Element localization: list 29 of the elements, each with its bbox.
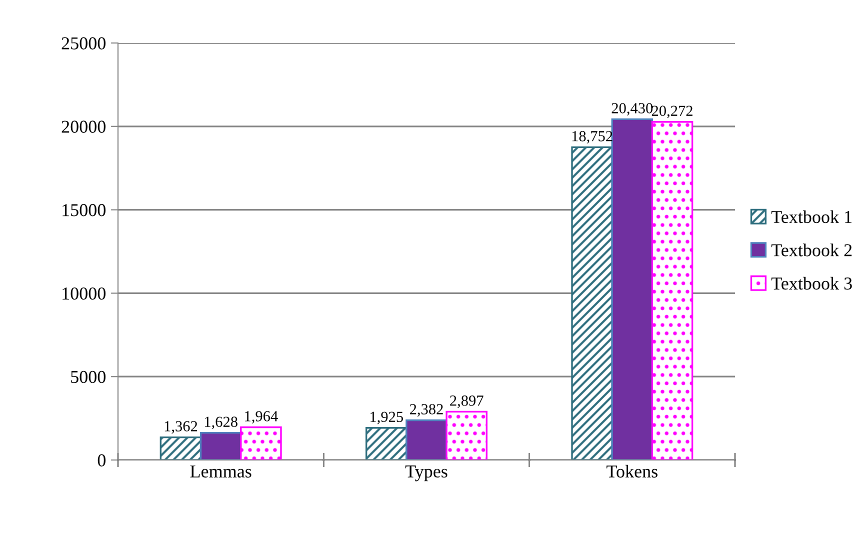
bar xyxy=(160,436,202,460)
bar xyxy=(240,426,282,460)
legend-label: Textbook 1 xyxy=(771,210,852,224)
x-tick-label: Types xyxy=(405,466,448,482)
bar xyxy=(366,427,408,460)
data-label: 1,964 xyxy=(245,411,278,424)
bar xyxy=(200,432,242,460)
data-label: 1,925 xyxy=(370,412,403,424)
data-label: 1,628 xyxy=(204,416,238,430)
bar xyxy=(406,419,448,460)
data-label: 20,430 xyxy=(612,103,653,116)
legend-label: Textbook 3 xyxy=(771,276,852,290)
y-tick-label: 10000 xyxy=(62,287,106,300)
bar xyxy=(611,118,654,460)
data-label: 20,272 xyxy=(652,106,692,118)
bar xyxy=(571,146,613,460)
y-tick-label: 25000 xyxy=(62,37,106,50)
data-label: 1,362 xyxy=(164,421,198,434)
bar xyxy=(446,410,488,460)
y-tick-label: 20000 xyxy=(62,120,106,133)
x-tick-label: Tokens xyxy=(606,464,658,478)
y-tick-label: 5000 xyxy=(71,370,106,384)
x-tick-label: Lemmas xyxy=(190,466,252,478)
data-label: 2,382 xyxy=(410,404,443,417)
data-label: 2,897 xyxy=(450,395,484,408)
y-tick-label: 15000 xyxy=(62,204,106,216)
bar xyxy=(651,121,694,460)
y-tick-label: 0 xyxy=(98,454,106,466)
legend-label: Textbook 2 xyxy=(771,244,852,256)
